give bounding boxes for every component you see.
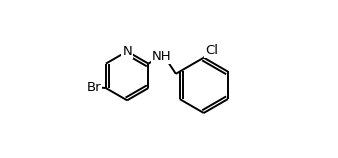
Text: Br: Br (87, 81, 101, 94)
Text: NH: NH (152, 50, 172, 63)
Text: Cl: Cl (205, 44, 218, 57)
Text: N: N (122, 45, 132, 58)
